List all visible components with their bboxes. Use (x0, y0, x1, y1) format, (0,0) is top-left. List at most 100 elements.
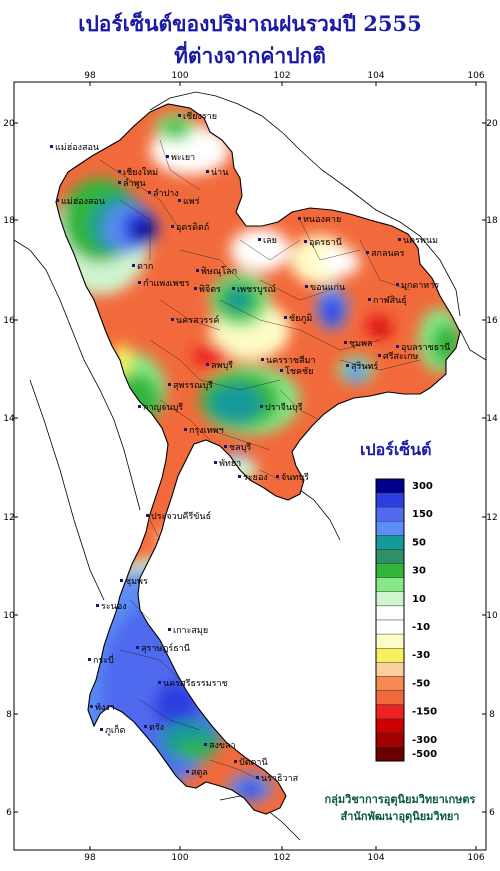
x-tick-label-top: 98 (84, 71, 96, 81)
legend-swatch (375, 648, 405, 663)
legend-label: 50 (412, 537, 426, 548)
province-label: พังงา (95, 703, 115, 713)
province-label: อุตรดิตถ์ (176, 221, 209, 233)
province-label: พิษณุโลก (201, 266, 237, 277)
province-label: ภูเก็ต (105, 723, 125, 736)
province-label: นครพนม (403, 236, 438, 246)
province-label: เลย (263, 236, 277, 246)
legend-swatch (375, 619, 405, 635)
y-axis-ticks-left: 20 18 16 14 12 10 8 6 (3, 119, 18, 818)
credit-line1: กลุ่มวิชาการอุตุนิยมวิทยาเกษตร (325, 793, 476, 807)
legend-swatch (375, 478, 405, 494)
x-tick-label-bottom: 98 (84, 853, 96, 863)
map-title-line2: ที่ต่างจากค่าปกติ (174, 43, 326, 68)
y-tick-label-left: 8 (6, 710, 12, 720)
province-label: ระนอง (101, 602, 127, 612)
province-label: ตรัง (149, 723, 164, 733)
province-label: มุกดาหาร (401, 281, 439, 291)
legend-swatch (375, 492, 405, 508)
map-title-line1: เปอร์เซ็นต์ของปริมาณฝนรวมปี 2555 (78, 11, 422, 36)
province-label: แม่ฮ่องสอน (61, 197, 105, 207)
x-axis-ticks-top: 98 100 102 104 106 (84, 71, 485, 86)
province-label: ชลบุรี (229, 442, 251, 453)
province-label: กรุงเทพฯ (189, 426, 224, 436)
province-label: พิจิตร (199, 284, 221, 295)
province-label: สงขลา (209, 741, 236, 751)
province-label: เชียงใหม่ (123, 167, 158, 178)
legend-swatch (375, 690, 405, 705)
province-label: ชุมพร (125, 577, 148, 587)
x-tick-label-bottom: 100 (171, 853, 188, 863)
province-label: ลำพูน (123, 178, 146, 189)
province-label: นครศรีธรรมราช (163, 678, 228, 689)
province-label: ประจวบคีรีขันธ์ (151, 510, 211, 522)
y-tick-label-right: 14 (486, 414, 498, 424)
province-label: สุรินทร์ (351, 360, 378, 372)
y-tick-label-right: 10 (486, 611, 498, 621)
legend-label: -30 (412, 650, 430, 661)
legend-label: -300 (412, 735, 437, 746)
province-label: หนองคาย (303, 215, 341, 225)
credit-line2: สำนักพัฒนาอุตุนิยมวิทยา (341, 810, 460, 824)
province-label: ปราจีนบุรี (265, 402, 303, 413)
province-label: ชัยภูมิ (289, 313, 312, 324)
legend: 300 150 50 30 10 -10 -30 -50 -150 -300 -500 (375, 478, 437, 762)
y-tick-label-right: 6 (489, 808, 495, 818)
province-label: แพร่ (183, 197, 200, 207)
legend-label: 10 (412, 594, 426, 605)
x-tick-label-bottom: 104 (367, 853, 384, 863)
legend-swatch (375, 704, 405, 719)
province-label: อุบลราชธานี (401, 342, 450, 353)
legend-swatch (375, 577, 405, 593)
x-axis-ticks-bottom: 98 100 102 104 106 (84, 846, 485, 863)
y-tick-label-left: 20 (3, 119, 15, 129)
province-label: ระยอง (243, 473, 268, 483)
province-label: อุดรธานี (309, 237, 342, 248)
legend-swatch (375, 633, 405, 649)
legend-label: -10 (412, 622, 430, 633)
legend-swatch (375, 521, 405, 536)
province-label: จันทบุรี (281, 472, 309, 483)
y-tick-label-left: 10 (3, 611, 15, 621)
thailand-outline (55, 103, 461, 815)
province-label: นครสวรรค์ (176, 314, 219, 326)
province-label: ขอนแก่น (310, 283, 345, 293)
province-label: ศรีสะเกษ (383, 351, 418, 362)
province-label: ลำปาง (153, 188, 179, 199)
legend-swatch (375, 591, 405, 607)
province-label: เกาะสมุย (173, 626, 208, 636)
legend-swatch (375, 732, 405, 748)
legend-label: 300 (412, 481, 433, 492)
legend-label: -500 (412, 749, 437, 760)
province-label: กระบี่ (93, 653, 114, 666)
x-tick-label-top: 100 (171, 71, 188, 81)
y-tick-label-left: 14 (3, 414, 15, 424)
province-label: นครราชสีมา (266, 355, 315, 366)
legend-swatch (375, 746, 405, 762)
legend-label: 30 (412, 566, 426, 577)
province-label: เพชรบูรณ์ (237, 283, 276, 295)
x-tick-label-top: 106 (467, 71, 484, 81)
legend-swatch (375, 549, 405, 564)
legend-swatch (375, 662, 405, 677)
province-label: พะเยา (171, 153, 195, 163)
province-label: สุราษฎร์ธานี (141, 642, 190, 654)
y-tick-label-left: 12 (3, 513, 14, 523)
x-tick-label-bottom: 102 (273, 853, 290, 863)
legend-swatch (375, 605, 405, 621)
y-tick-label-left: 18 (3, 216, 15, 226)
province-label: กาฬสินธุ์ (373, 294, 407, 306)
province-label: ชุมพล (349, 339, 373, 349)
x-tick-label-top: 104 (367, 71, 384, 81)
province-label: นราธิวาส (261, 773, 299, 784)
x-tick-label-top: 102 (273, 71, 290, 81)
province-label: ตาก (137, 262, 153, 272)
legend-swatch (375, 507, 405, 522)
y-tick-label-right: 18 (486, 216, 498, 226)
province-label: กาญจนบุรี (143, 402, 183, 413)
y-tick-label-right: 16 (486, 316, 498, 326)
legend-label: -150 (412, 707, 437, 718)
province-label: พัทยา (219, 459, 241, 469)
neighbour-borders (14, 91, 486, 841)
